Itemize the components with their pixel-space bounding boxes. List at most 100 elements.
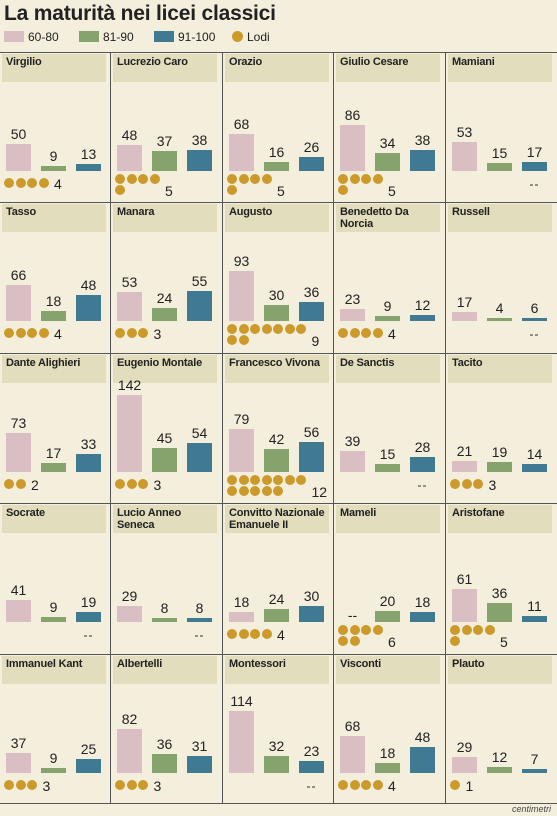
- bar-81-90: [487, 462, 512, 472]
- panel-header: Virgilio: [2, 54, 106, 82]
- panel-lucrezio-caro: Lucrezio Caro 48 37 38 5: [111, 53, 222, 202]
- lodi-count: 4: [54, 326, 62, 342]
- panel-eugenio-montale: Eugenio Montale 142 45 54 3: [111, 354, 222, 503]
- lodi-missing: --: [194, 628, 205, 642]
- bar-81-90: [264, 609, 289, 622]
- panel-augusto: Augusto 93 30 36 9: [223, 203, 334, 352]
- value-label: 14: [526, 446, 543, 462]
- panel-header: Aristofane: [448, 505, 552, 533]
- value-label: 17: [45, 445, 62, 461]
- legend-label-lodi: Lodi: [247, 30, 270, 44]
- lodi-dot: [461, 479, 472, 489]
- lodi-dot: [349, 328, 360, 338]
- grid-col-divider: [333, 52, 334, 804]
- panel-header: Socrate: [2, 505, 106, 533]
- value-label: 82: [121, 711, 138, 727]
- lodi-missing: --: [417, 478, 428, 492]
- panel-lucio-anneo-seneca: Lucio Anneo Seneca 29 8 8 --: [111, 504, 222, 653]
- lodi-dot: [115, 780, 125, 790]
- value-label: 53: [456, 124, 473, 140]
- bar-81-90: [264, 756, 289, 773]
- lodi-dot: [250, 486, 260, 496]
- panel-title: Giulio Cesare: [340, 56, 409, 68]
- value-label: 68: [344, 718, 361, 734]
- bar-91-100: [522, 464, 547, 472]
- bar-81-90: [41, 166, 66, 171]
- panel-title: Lucio Anneo Seneca: [117, 507, 181, 531]
- panel-manara: Manara 53 24 55 3: [111, 203, 222, 352]
- lodi-dot: [284, 324, 295, 334]
- bar-91-100: [187, 618, 212, 622]
- grid-col-divider: [110, 52, 111, 804]
- value-label: 38: [191, 132, 208, 148]
- bar-81-90: [375, 316, 400, 321]
- grid-row-divider: [0, 202, 557, 203]
- value-label: 34: [379, 135, 396, 151]
- bar-60-80: [229, 271, 254, 321]
- panel-title: Mameli: [340, 507, 377, 519]
- panel-header: Benedetto Da Norcia: [336, 204, 440, 232]
- source-logo: centimetri: [511, 804, 551, 814]
- bar-60-80: [117, 145, 142, 171]
- bar-60-80: [6, 600, 31, 622]
- lodi-dot: [238, 475, 249, 485]
- bar-91-100: [76, 164, 101, 171]
- value-label: 21: [456, 443, 473, 459]
- bar-60-80: [6, 753, 31, 773]
- value-label: 16: [268, 144, 285, 160]
- lodi-dot: [484, 625, 495, 635]
- lodi-dot: [338, 174, 348, 184]
- lodi-dot: [261, 475, 272, 485]
- lodi-dot: [27, 780, 37, 790]
- value-label: 20: [379, 593, 396, 609]
- bar-81-90: [152, 308, 177, 321]
- grid-row-divider: [0, 353, 557, 354]
- bar-81-90: [41, 768, 66, 773]
- lodi-dot: [273, 475, 283, 485]
- lodi-dot: [4, 328, 14, 338]
- panel-header: Augusto: [225, 204, 329, 232]
- value-label: 36: [491, 585, 508, 601]
- lodi-dot: [38, 328, 49, 338]
- panel-header: Giulio Cesare: [336, 54, 440, 82]
- value-label: 48: [414, 729, 431, 745]
- bar-81-90: [375, 763, 400, 773]
- value-label: 33: [80, 436, 97, 452]
- value-label: 17: [526, 144, 543, 160]
- value-label: 142: [117, 377, 142, 393]
- value-label: 18: [379, 745, 396, 761]
- panel-header: Tacito: [448, 355, 552, 383]
- value-label: 18: [233, 594, 250, 610]
- lodi-dot: [238, 486, 249, 496]
- lodi-dot: [361, 174, 371, 184]
- bar-60-80: [452, 461, 477, 472]
- panel-title: De Sanctis: [340, 357, 395, 369]
- lodi-dot: [126, 780, 137, 790]
- lodi-dot: [296, 324, 306, 334]
- bar-60-80: [117, 606, 142, 622]
- panel-title: Benedetto Da Norcia: [340, 206, 409, 230]
- lodi-count: 3: [153, 477, 162, 493]
- lodi-dot: [27, 328, 37, 338]
- bar-60-80: [6, 285, 31, 321]
- lodi-dot: [227, 486, 237, 496]
- bar-81-90: [41, 463, 66, 472]
- bar-81-90: [152, 754, 177, 773]
- lodi-dot: [115, 328, 125, 338]
- bar-91-100: [299, 302, 324, 321]
- value-label: 36: [303, 284, 320, 300]
- lodi-count: 9: [311, 333, 320, 349]
- value-label: 9: [383, 298, 392, 314]
- bar-91-100: [522, 769, 547, 773]
- panel-visconti: Visconti 68 18 48 4: [334, 655, 445, 804]
- bar-60-80: [340, 736, 365, 773]
- bar-91-100: [410, 747, 435, 773]
- value-label: 12: [491, 749, 508, 765]
- lodi-count: 4: [54, 176, 62, 192]
- value-label: 24: [268, 591, 285, 607]
- lodi-missing: --: [83, 628, 94, 642]
- lodi-dot: [227, 335, 237, 345]
- value-label: 50: [10, 126, 27, 142]
- panel-title: Mamiani: [452, 56, 495, 68]
- value-label: 48: [121, 127, 138, 143]
